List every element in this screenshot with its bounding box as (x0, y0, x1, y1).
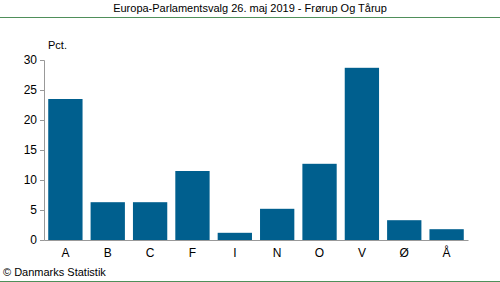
bar (260, 209, 294, 240)
x-tick: F (189, 240, 196, 260)
x-tick-label: I (233, 246, 236, 260)
y-tick-mark (40, 90, 44, 91)
x-tick-label: A (61, 246, 69, 260)
bar (302, 164, 336, 240)
y-tick-mark (40, 210, 44, 211)
y-tick-label: 0 (30, 233, 37, 247)
bar (387, 220, 421, 240)
y-tick: 15 (24, 143, 44, 157)
x-tick-label: C (146, 246, 155, 260)
y-axis-line (40, 61, 45, 241)
x-tick: O (315, 240, 324, 260)
bar (345, 68, 379, 240)
x-tick-label: B (104, 246, 112, 260)
x-tick: N (273, 240, 282, 260)
x-tick-label: O (315, 246, 324, 260)
y-tick-mark (40, 120, 44, 121)
x-axis: ABCFINOVØÅ (45, 240, 469, 260)
x-tick-label: V (358, 246, 366, 260)
y-tick: 10 (24, 173, 44, 187)
y-tick-mark (40, 150, 44, 151)
y-tick-label: 25 (24, 83, 38, 97)
bar (133, 202, 167, 240)
source: © Danmarks Statistik (3, 266, 106, 278)
x-tick: B (104, 240, 112, 260)
y-tick-label: 5 (30, 203, 37, 217)
footer-rule (0, 281, 500, 282)
y-tick: 0 (30, 233, 44, 247)
y-tick: 25 (24, 83, 44, 97)
y-tick: 5 (30, 203, 44, 217)
x-tick: V (358, 240, 366, 260)
title: Europa-Parlamentsvalg 26. maj 2019 - Frø… (113, 2, 387, 14)
header-rule (0, 17, 500, 18)
x-tick: I (233, 240, 236, 260)
y-tick-mark (40, 60, 44, 61)
x-tick: Å (443, 240, 451, 260)
x-tick: Ø (400, 240, 409, 260)
chart: Europa-Parlamentsvalg 26. maj 2019 - Frø… (0, 0, 500, 282)
bar (48, 99, 82, 240)
x-tick-label: F (189, 246, 196, 260)
x-tick-label: Ø (400, 246, 409, 260)
y-tick: 20 (24, 113, 44, 127)
x-tick-label: N (273, 246, 282, 260)
x-tick-label: Å (443, 245, 451, 260)
y-tick-label: 20 (24, 113, 38, 127)
y-tick-label: 15 (24, 143, 38, 157)
y-tick-mark (40, 180, 44, 181)
x-tick: A (61, 240, 69, 260)
y-tick-label: 10 (24, 173, 38, 187)
y-tick: 30 (24, 53, 44, 67)
y-axis-title: Pct. (48, 39, 67, 51)
y-axis: 0 5 10 15 20 25 30 (24, 53, 45, 247)
bar (91, 202, 125, 240)
bar (175, 171, 209, 240)
x-tick: C (146, 240, 155, 260)
y-tick-label: 30 (24, 53, 38, 67)
y-tick-mark (40, 240, 44, 241)
bar (429, 229, 463, 240)
bar (218, 233, 252, 240)
x-axis-line (45, 240, 469, 241)
bars (48, 68, 464, 240)
